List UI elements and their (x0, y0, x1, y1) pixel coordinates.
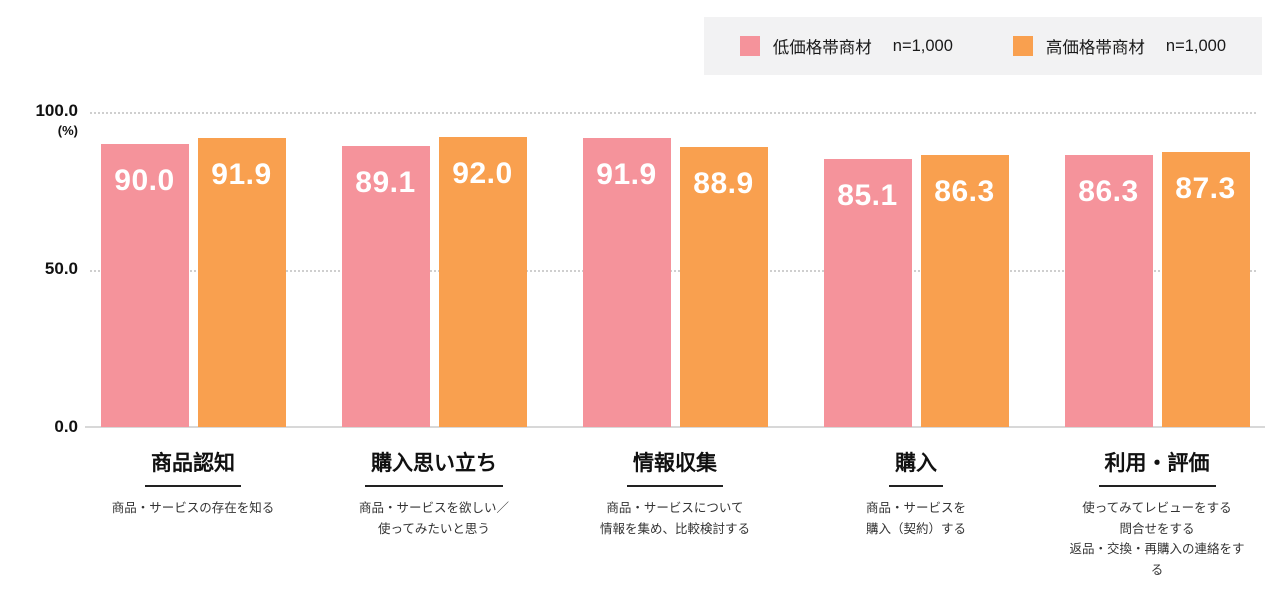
category-title: 利用・評価 (1098, 447, 1216, 487)
category-title: 購入思い立ち (365, 447, 503, 487)
category-description: 商品・サービスを欲しい／ 使ってみたいと思う (358, 501, 509, 536)
legend-label: 高価格帯商材 (1045, 39, 1145, 57)
category-label-block: 購入商品・サービスを 購入（契約）する (823, 447, 1009, 581)
bar-value-label: 91.9 (211, 157, 272, 191)
category-title: 商品認知 (145, 447, 241, 487)
legend-swatch-low-price-icon (739, 36, 760, 56)
y-axis-label-0: 0.0 (54, 417, 78, 436)
category-label-block: 商品認知商品・サービスの存在を知る (100, 447, 286, 581)
x-axis-baseline (85, 426, 1265, 428)
legend-item-low-price: 低価格帯商材 n=1,000 (739, 34, 953, 58)
category-title: 情報収集 (627, 447, 723, 487)
bar-low-price: 86.3 (1064, 155, 1153, 427)
bar-group: 85.1 86.3 (823, 112, 1009, 427)
category-label-block: 購入思い立ち商品・サービスを欲しい／ 使ってみたいと思う (341, 447, 527, 581)
plot-area: 90.0 91.9 89.1 92.0 91.9 88.9 85.1 86.3 86.3 87.3 (90, 112, 1256, 427)
legend-label: 低価格帯商材 (772, 39, 872, 57)
category-description: 商品・サービスについて 情報を集め、比較検討する (599, 501, 750, 536)
category-label-block: 情報収集商品・サービスについて 情報を集め、比較検討する (582, 447, 768, 581)
bar-low-price: 89.1 (341, 146, 430, 427)
legend-swatch-high-price-icon (1012, 36, 1033, 56)
bar-groups-container: 90.0 91.9 89.1 92.0 91.9 88.9 85.1 86.3 86.3 87.3 (100, 112, 1250, 427)
bar-group: 91.9 88.9 (582, 112, 768, 427)
y-axis-label-50: 50.0 (44, 259, 78, 278)
bar-group: 86.3 87.3 (1064, 112, 1250, 427)
gridline-100 (90, 112, 1256, 114)
bar-value-label: 90.0 (114, 163, 175, 197)
bar-low-price: 91.9 (582, 137, 671, 427)
bar-value-label: 88.9 (693, 166, 754, 200)
bar-value-label: 87.3 (1175, 172, 1236, 206)
chart-legend: 低価格帯商材 n=1,000 高価格帯商材 n=1,000 (703, 17, 1262, 75)
legend-item-high-price: 高価格帯商材 n=1,000 (1012, 34, 1226, 58)
bar-value-label: 91.9 (596, 157, 657, 191)
bar-high-price: 92.0 (438, 137, 527, 427)
bar-high-price: 86.3 (920, 155, 1009, 427)
bar-high-price: 91.9 (197, 137, 286, 427)
bar-value-label: 92.0 (452, 157, 513, 191)
bar-high-price: 87.3 (1161, 152, 1250, 427)
legend-sample-size: n=1,000 (892, 36, 953, 55)
category-labels-row: 商品認知 商品・サービスの存在を知る 購入思い立ち 商品・サービスを欲しい／ 使ってみた… (100, 447, 1250, 581)
gridline-50 (90, 269, 1256, 272)
bar-value-label: 85.1 (837, 178, 898, 212)
y-axis-unit: (%) (57, 123, 78, 138)
bar-group: 90.0 91.9 (100, 112, 286, 427)
category-label-block: 利用・評価使ってみてレビューをする 問合せをする 返品・交換・再購入の連絡をする (1064, 447, 1250, 581)
category-description: 商品・サービスの存在を知る (111, 501, 275, 515)
category-title: 購入 (889, 447, 943, 487)
bar-group: 89.1 92.0 (341, 112, 527, 427)
bar-value-label: 86.3 (934, 175, 995, 209)
bar-low-price: 85.1 (823, 158, 912, 427)
bar-high-price: 88.9 (679, 146, 768, 427)
bar-value-label: 89.1 (355, 166, 416, 200)
bar-value-label: 86.3 (1078, 175, 1139, 209)
bar-low-price: 90.0 (100, 143, 189, 427)
legend-sample-size: n=1,000 (1165, 36, 1226, 55)
y-axis-label-100: 100.0 (35, 101, 78, 120)
category-description: 商品・サービスを 購入（契約）する (865, 501, 966, 536)
category-description: 使ってみてレビューをする 問合せをする 返品・交換・再購入の連絡をする (1069, 501, 1245, 577)
